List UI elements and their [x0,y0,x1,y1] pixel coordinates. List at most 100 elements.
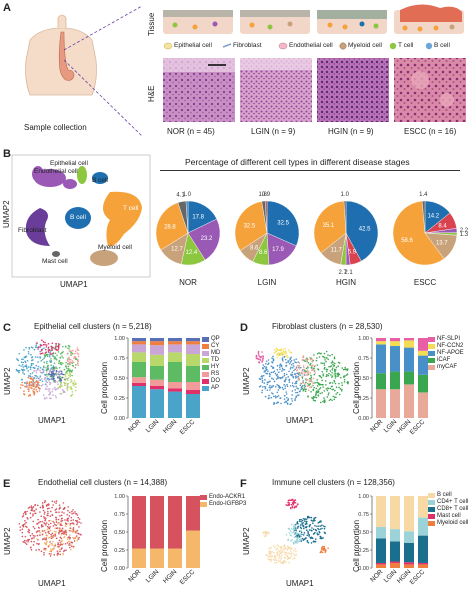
pie-hgin-slice-5 [313,200,347,254]
x-tick-label: LGIN [383,568,399,584]
legend-label: NF-APOE [437,350,464,356]
pie-lgin-label-5: 1.8 [259,192,268,198]
pie-hgin-label-1: 5.9 [348,249,357,255]
pie-escc-name: ESCC [414,278,436,287]
tissue-legend-shapes [163,42,433,50]
y-tick-label: 0.00 [114,416,125,422]
legend-f: B cell CD4+ T cell CD8+ T cell Mast cell Mye… [428,492,468,527]
umap-label-bcell-1: B cell [92,177,108,184]
he-axis-label: H&E [147,85,156,102]
bar-hgin-5 [168,344,182,353]
bar-nor-2 [132,377,146,383]
bar-escc-0 [418,564,428,568]
bar-chart-e: 0.00 0.25 0.50 0.75 1.00 NOR LGIN HGIN ESCC [114,494,200,586]
y-tick-label: 0.25 [114,396,125,402]
legend-endothelial: Endothelial cell [289,42,333,49]
pie-escc-label-2: 2.2 [460,228,469,234]
panel-label-d: D [240,322,248,334]
pie-escc-label-6: 1.4 [419,192,428,198]
x-tick-label: NOR [127,418,142,433]
y-tick-label: 0.00 [358,416,369,422]
bar-escc-1 [418,562,428,565]
y-tick-label: 0.50 [358,530,369,536]
pie-nor-label-0: 17.8 [192,215,204,221]
legend-swatch [202,365,209,370]
y-tick-label: 0.50 [114,530,125,536]
umap-e-ylabel: UMAP2 [3,527,12,555]
legend-item: myCAF [428,364,464,371]
legend-item: DO [202,378,220,385]
legend-swatch [202,358,209,363]
legend-swatch [428,358,435,363]
legend-item: RS [202,371,220,378]
legend-label: HY [211,364,220,370]
bar-nor-0 [132,386,146,418]
legend-swatch [202,337,209,342]
bar-hgin-4 [404,338,414,341]
legend-label: MD [211,350,221,356]
bar-hgin-1 [404,371,414,385]
panel-f-title: Immune cell clusters (n = 128,356) [272,478,395,487]
panel-label-c: C [3,322,11,334]
legend-label: CY [211,343,220,349]
bar-escc-3 [186,366,200,382]
pie-nor-slice-4 [155,202,189,251]
legend-label: NF-CCN2 [437,343,464,349]
pie-nor-slice-6 [185,200,189,234]
bar-hgin-4 [404,496,414,532]
bar-lgin-1 [390,371,400,390]
legend-label: CD8+ T cell [437,506,469,512]
legend-label: myCAF [437,364,457,370]
umap-d-xlabel: UMAP1 [286,416,314,425]
bar-nor-1 [132,382,146,386]
bar-hgin-0 [404,384,414,418]
panel-e-title: Endothelial cell clusters (n = 14,388) [38,478,168,487]
bar-hgin-3 [404,340,414,348]
legend-label: TD [211,357,219,363]
y-tick-label: 0.25 [114,548,125,554]
pie-escc-label-0: 14.2 [427,214,439,220]
pie-nor-label-5: 4.1 [176,193,185,199]
x-tick-label: NOR [127,568,142,583]
bar-hgin-6 [168,341,182,345]
y-tick-label: 0.25 [358,548,369,554]
bar-hgin-4 [168,352,182,362]
bar-nor-3 [132,362,146,378]
bar-nor-0 [376,564,386,568]
legend-item: B cell [428,492,468,499]
umap-d [255,347,349,406]
pie-hgin-label-4: 11.7 [331,248,343,254]
legend-epithelial: Epithelial cell [174,42,212,49]
x-tick-label: HGIN [162,418,179,435]
bar-lgin-6 [150,341,164,346]
bar-nor-1 [376,562,386,565]
bar-lgin-3 [390,529,400,542]
x-tick-label: ESCC [179,418,197,436]
bar-hgin-0 [404,564,414,568]
legend-label: Myeloid cell [437,520,469,526]
legend-swatch [428,351,435,356]
legend-bcell: B cell [434,42,450,49]
legend-swatch [202,372,209,377]
x-tick-label: LGIN [383,418,399,434]
pie-charts: 17.823.212.412.728.84.11.0NOR32.517.98.6… [155,192,469,287]
legend-swatch [428,514,435,519]
bar-lgin-0 [390,562,400,568]
pie-hgin-name: HGIN [336,278,356,287]
x-tick-label: LGIN [145,418,161,434]
legend-swatch [202,351,209,356]
bar-lgin-2 [150,379,164,386]
bar-nor-1 [132,496,146,549]
legend-label: AP [211,385,220,391]
bar-nor-1 [376,373,386,390]
legend-swatch [200,502,207,507]
legend-item: Endo-ACKR1 [200,494,246,501]
legend-item: Mast cell [428,513,468,520]
legend-tcell: T cell [398,42,414,49]
pie-escc-slice-5 [392,200,445,266]
legend-swatch [428,500,435,505]
y-tick-label: 0.00 [114,566,125,572]
stage-label-hgin: HGIN (n = 9) [328,127,374,136]
bar-nor-0 [132,548,146,568]
bar-nor-2 [376,344,386,374]
